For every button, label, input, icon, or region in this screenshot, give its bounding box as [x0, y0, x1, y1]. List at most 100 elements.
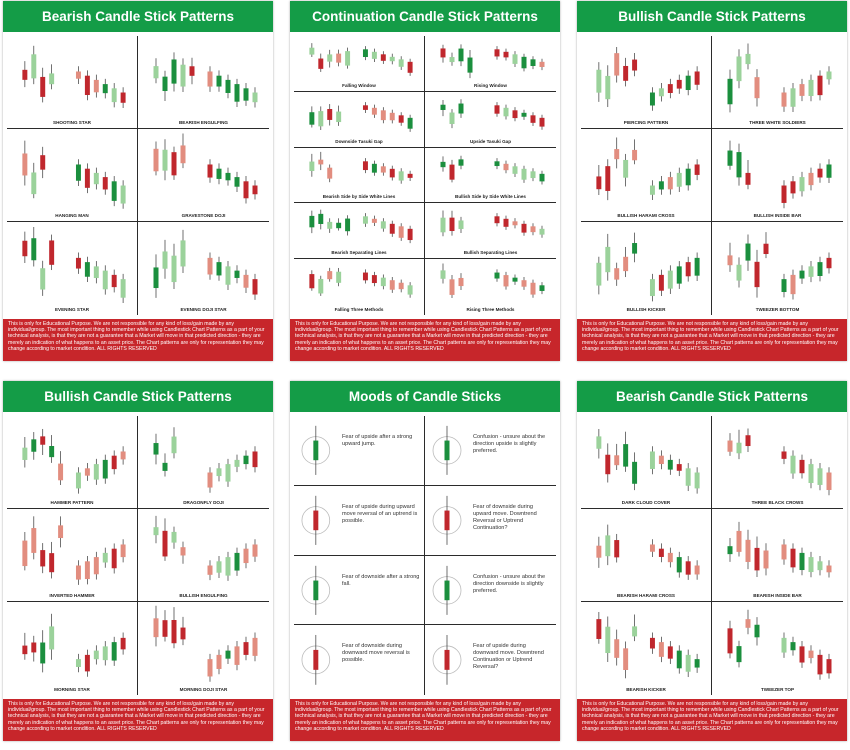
- candle-body: [180, 547, 186, 556]
- candle-body: [362, 216, 368, 225]
- candlestick-pattern-illustration: [309, 43, 413, 76]
- candle-body: [623, 444, 629, 467]
- candle-body: [84, 561, 90, 580]
- candlestick-pattern-illustration: [22, 45, 126, 109]
- candle-body: [31, 439, 37, 452]
- mood-description: Confusion - unsure about the direction u…: [473, 434, 546, 454]
- candle-body: [111, 455, 117, 470]
- candle-body: [327, 222, 333, 230]
- candle-body: [727, 255, 733, 266]
- candle-body: [736, 646, 742, 663]
- candle-body: [781, 637, 787, 653]
- candle-body: [162, 462, 168, 471]
- poster-bullish-2: Bullish Candle Stick Patterns HAMMER PAT…: [3, 381, 273, 741]
- candle-body: [22, 153, 28, 176]
- mood-cell: Fear of upside during upward move revers…: [294, 485, 425, 556]
- candlestick-pattern-illustration: [727, 43, 832, 113]
- candle-body: [727, 150, 733, 166]
- candle-body: [171, 620, 177, 644]
- candle-body: [49, 626, 55, 650]
- candle-body: [40, 76, 46, 97]
- pattern-label: HAMMER PATTERN: [50, 500, 94, 505]
- candle-body: [252, 451, 258, 468]
- candle-body: [93, 464, 99, 480]
- candle-body: [93, 172, 99, 185]
- pattern-cell: Bearish Side by Side White Lines: [294, 147, 425, 204]
- candle-body: [676, 172, 682, 187]
- candle-body: [102, 459, 108, 479]
- candle-body: [808, 172, 814, 186]
- candle-body: [530, 115, 536, 123]
- candle-body: [727, 628, 733, 654]
- pattern-cell: DARK CLOUD COVER: [581, 416, 712, 509]
- candle-body: [336, 111, 342, 122]
- pattern-cell: MORNING DOJI STAR: [138, 602, 269, 695]
- mood-description: Fear of upside during upward move revers…: [342, 503, 418, 524]
- candle-body: [676, 650, 682, 669]
- candle-body: [458, 220, 464, 230]
- candlestick-pattern-illustration: [22, 613, 126, 677]
- mood-grid: Fear of upside after a strong upward jum…: [294, 416, 556, 695]
- pattern-label: DARK CLOUD COVER: [621, 500, 671, 505]
- candlestick-pattern-illustration: [309, 101, 413, 132]
- candle-body: [398, 226, 404, 239]
- candle-body: [207, 257, 213, 275]
- candle-body: [162, 76, 168, 92]
- candle-body: [336, 53, 342, 63]
- candlestick-pattern-illustration: [309, 151, 413, 184]
- candle-body: [632, 243, 638, 254]
- candle-body: [345, 218, 351, 232]
- pattern-cell: BEARISH ENGULFING: [138, 36, 269, 129]
- candle-body: [694, 659, 700, 668]
- candle-body: [694, 71, 700, 85]
- candle-body: [799, 459, 805, 474]
- candle-body: [826, 659, 832, 674]
- candle-body: [614, 540, 620, 558]
- candle-body: [111, 88, 117, 103]
- candle-body: [694, 472, 700, 489]
- pattern-cell: Falling Window: [294, 36, 425, 92]
- candle-body: [440, 104, 446, 110]
- candle-body: [371, 163, 377, 173]
- pattern-label: Downside Tasuki Gap: [335, 138, 383, 144]
- candle-body: [605, 454, 611, 475]
- candle-body: [407, 117, 413, 129]
- candle-body: [658, 455, 664, 465]
- candle-body: [225, 464, 231, 482]
- candle-body: [120, 279, 126, 298]
- candle-body: [225, 79, 231, 93]
- candle-body: [162, 620, 168, 637]
- candle-body: [84, 168, 90, 188]
- candle-body: [93, 79, 99, 93]
- candle-body: [449, 218, 455, 232]
- candle-body: [380, 221, 386, 229]
- pattern-label: BEARISH INSIDE BAR: [753, 593, 802, 598]
- candle-body: [808, 266, 814, 277]
- candle-body: [440, 218, 446, 233]
- pattern-label: INVERTED HAMMER: [49, 593, 95, 598]
- pattern-grid: DARK CLOUD COVER THREE BLACK CROWS BEARISH…: [581, 416, 843, 695]
- candle-body: [389, 280, 395, 290]
- candle-body: [207, 659, 213, 677]
- candle-body: [614, 639, 620, 658]
- candle-body: [658, 88, 664, 97]
- candle-body: [180, 64, 186, 87]
- pattern-label: Bearish Side by Side White Lines: [322, 194, 396, 200]
- candle-body: [407, 173, 413, 178]
- candle-body: [243, 548, 249, 564]
- candle-body: [676, 266, 682, 284]
- candle-body: [371, 275, 377, 284]
- candle-body: [318, 110, 324, 127]
- candle-body: [754, 547, 760, 571]
- candle-body: [694, 164, 700, 175]
- candle-body: [162, 251, 168, 269]
- candle-body: [93, 557, 99, 575]
- candle-body: [49, 240, 55, 265]
- candle-body: [781, 92, 787, 107]
- poster-bearish-2: Bearish Candle Stick Patterns DARK CLOUD…: [577, 381, 847, 741]
- candle-body: [444, 650, 450, 671]
- candle-body: [225, 266, 231, 285]
- candle-body: [93, 266, 99, 279]
- candle-body: [153, 443, 159, 455]
- candlestick-pattern-illustration: [309, 268, 413, 298]
